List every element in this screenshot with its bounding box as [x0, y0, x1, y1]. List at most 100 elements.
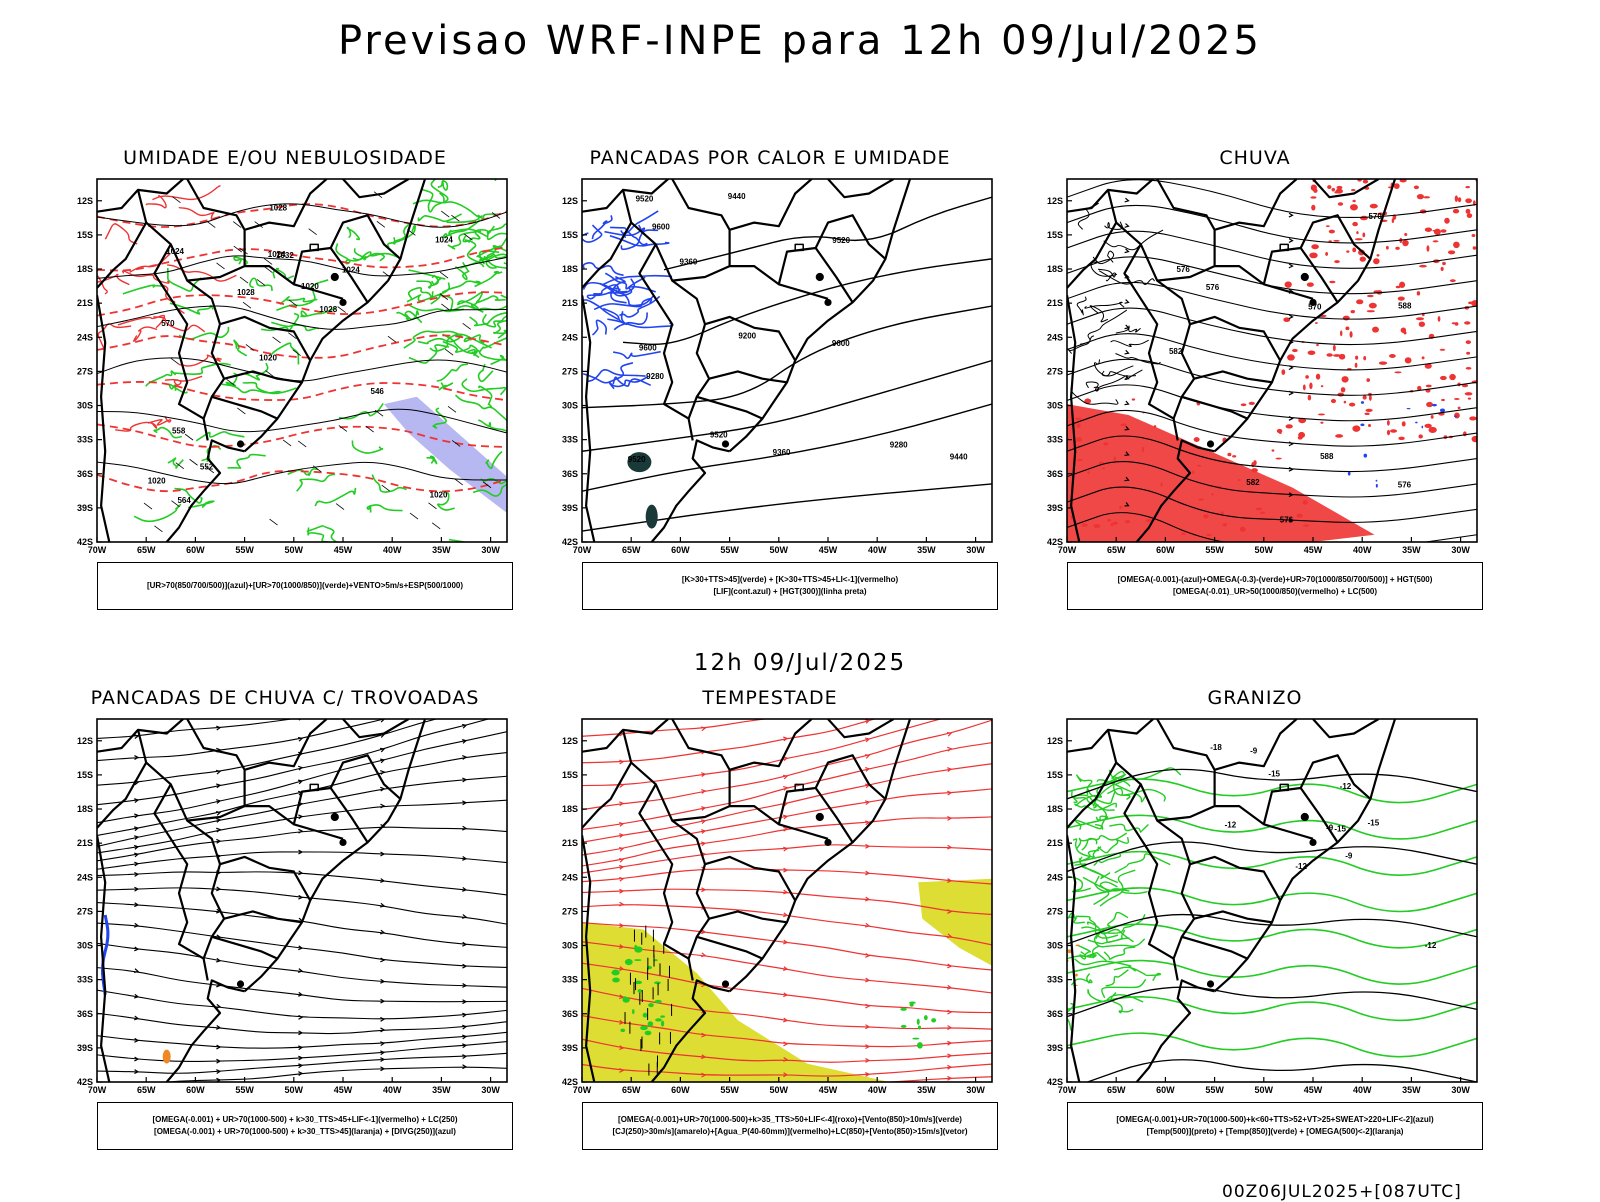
rain-cell	[1141, 446, 1145, 453]
lon-label: 60W	[186, 1085, 205, 1095]
wind-vector	[441, 210, 450, 218]
contour-label: 9600	[832, 339, 850, 348]
wind-vector	[439, 271, 449, 279]
lif-contour	[582, 224, 603, 243]
humidity-lower-contour	[233, 339, 248, 357]
streamline-arrow	[462, 855, 468, 861]
streamline-arrow	[298, 765, 304, 771]
wind-vector	[381, 484, 390, 492]
rain-cell	[1093, 524, 1101, 529]
streamline-arrow	[619, 888, 625, 894]
rain-cell	[1337, 202, 1344, 206]
streamline-arrow	[783, 1072, 789, 1078]
lat-label: 33S	[562, 435, 578, 445]
streamline-arrow	[380, 957, 386, 963]
streamline-arrow	[1124, 248, 1130, 254]
border-line	[342, 719, 410, 739]
streamline-arrow	[134, 835, 140, 841]
lat-label: 27S	[77, 366, 93, 376]
humidity-lower-contour	[462, 234, 481, 243]
panel-tempestade: TEMPESTADE 12S 15S 18S 21S 24S 27S 30S 33S 36S 39…	[540, 687, 1000, 1177]
rain-cell	[1240, 403, 1247, 407]
rain-cell	[1309, 382, 1313, 390]
wind-vector	[439, 293, 449, 300]
hgt300-contour	[582, 359, 992, 452]
rain-cell	[1464, 321, 1471, 325]
streamline-arrow	[618, 857, 625, 863]
border-line	[97, 835, 111, 1082]
lake-marker	[1206, 980, 1215, 988]
main-title: Previsao WRF-INPE para 12h 09/Jul/2025	[338, 18, 1262, 64]
rain-cell	[1316, 343, 1319, 347]
rain-cell	[1309, 252, 1318, 259]
streamline-arrow	[619, 944, 625, 949]
streamline-arrow	[947, 1053, 953, 1059]
streamline-arrow	[380, 998, 386, 1004]
streamline-arrow	[947, 790, 953, 796]
contour-label: 1032	[276, 251, 294, 260]
panel-title: UMIDADE E/OU NEBULOSIDADE	[123, 147, 447, 169]
lif-contour	[586, 289, 628, 300]
border-line	[97, 222, 148, 289]
wind-vector	[170, 357, 179, 365]
humidity-lower-contour	[472, 483, 507, 497]
streamline-arrow	[298, 894, 304, 900]
thickness-contour	[167, 264, 237, 282]
border-line	[342, 179, 410, 199]
rain-cell	[1119, 505, 1123, 510]
lat-label: 30S	[77, 401, 93, 411]
streamline-arrow	[216, 1069, 222, 1075]
temp850-contour	[1067, 996, 1477, 1022]
wind-850-area	[916, 1018, 920, 1025]
streamline-arrow	[133, 968, 140, 974]
rain-cell	[1232, 455, 1237, 458]
streamline-arrow	[946, 731, 953, 737]
thickness-contour	[147, 415, 172, 426]
legend-line: [OMEGA(-0.001)+UR>70(1000-500)+k<60+TTS>…	[1116, 1115, 1434, 1124]
lat-label: 39S	[77, 503, 93, 513]
rain-cell	[1451, 322, 1457, 325]
rain-cell	[1424, 363, 1432, 369]
streamline-arrow	[216, 783, 222, 789]
terrain-contour	[1115, 353, 1161, 365]
streamline-arrow	[865, 896, 871, 902]
legend-box: [K>30+TTS>45](verde) + [K>30+TTS>45+LI<-…	[582, 562, 998, 610]
streamline-arrow	[1288, 415, 1294, 421]
lat-label: 27S	[1047, 906, 1063, 916]
lon-label: 60W	[186, 545, 205, 555]
rain-cell	[1112, 521, 1118, 525]
thickness-contour	[97, 323, 132, 350]
streamline-arrow	[462, 1012, 468, 1018]
legend-box: [UR>70(850/700/500)](azul)+[UR>70(1000/8…	[97, 562, 513, 610]
rain-cell	[1418, 321, 1426, 327]
humidity-lower-contour	[366, 504, 403, 513]
contour-label: 1020	[148, 476, 166, 485]
wind-850-area	[647, 1021, 654, 1027]
rain-cell	[1311, 244, 1319, 250]
lat-label: 12S	[77, 736, 93, 746]
wind-vector	[172, 196, 181, 204]
lat-label: 36S	[1047, 469, 1063, 479]
lat-label: 39S	[1047, 1043, 1063, 1053]
temp850-contour	[1067, 923, 1477, 949]
wind-850-area	[931, 1018, 937, 1023]
thickness-contour	[122, 270, 170, 284]
rain-cell	[1350, 310, 1356, 314]
rain-cell	[1352, 199, 1356, 203]
terrain-contour	[1077, 202, 1099, 230]
humidity-lower-contour	[454, 394, 507, 422]
streamline-arrow	[701, 789, 707, 794]
streamline-arrow	[216, 827, 222, 833]
omega-cell	[1363, 453, 1368, 458]
rain-cell	[1333, 354, 1341, 357]
rain-cell	[1331, 187, 1336, 192]
rain-cell	[1302, 500, 1308, 505]
streamline-arrow	[865, 1072, 871, 1077]
humidity-lower-contour	[469, 311, 507, 327]
rain-cell	[1454, 195, 1458, 202]
wind-vector	[376, 221, 386, 228]
humidity-lower-contour	[242, 381, 297, 395]
streamline-arrow	[462, 886, 468, 892]
rain-cell	[1395, 285, 1401, 289]
humidity-lower-contour	[392, 223, 410, 245]
